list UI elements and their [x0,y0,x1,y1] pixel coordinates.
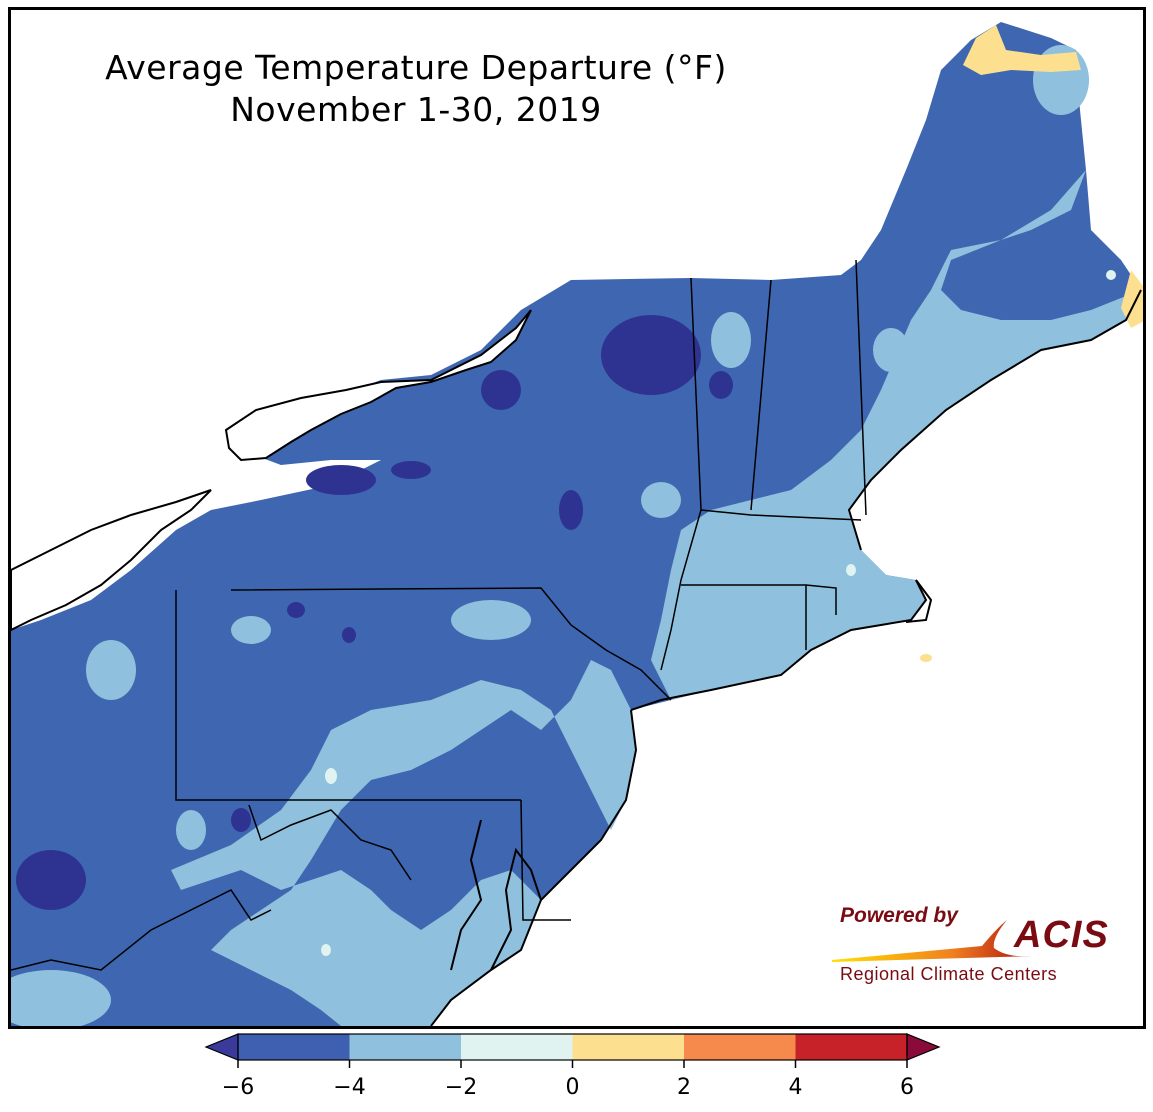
colorbar-tick-label: −4 [333,1075,365,1100]
colorbar-tick-label: 2 [677,1075,691,1100]
map-title: Average Temperature Departure (°F) [105,48,727,87]
logo-powered-by: Powered by [840,904,958,927]
colorbar-tick-label: −6 [222,1075,254,1100]
colorbar-bin [461,1034,573,1060]
above-zero-regions [920,25,1143,662]
colorbar-tick-label: −2 [445,1075,477,1100]
logo-acis: ACIS [1014,914,1109,956]
colorbar-over-arrow [906,1033,941,1061]
lake-ontario [224,309,532,462]
near-zero-spots [321,270,1116,956]
state-borders [11,259,867,971]
below-minus6-regions [16,315,733,910]
acis-logo: Powered by ACIS Regional Climate Centers [828,900,1118,995]
colorbar-ticks: −6 −4 −2 0 2 4 6 [222,1060,914,1100]
colorbar-tick-label: 0 [566,1075,580,1100]
colorbar-tick-label: 4 [789,1075,803,1100]
map-subtitle: November 1-30, 2019 [230,90,602,129]
coastline [430,289,1142,1026]
temperature-departure-map [11,22,1143,1026]
colorbar-bin [684,1034,796,1060]
colorbar-bin [238,1034,350,1060]
colorbar-under-arrow [204,1033,239,1061]
colorbar-bin [795,1034,908,1060]
colorbar-bins [238,1034,908,1060]
colorbar-legend: −6 −4 −2 0 2 4 6 [204,1033,941,1100]
colorbar-tick-label: 6 [900,1075,914,1100]
colorbar-bin [572,1034,685,1060]
colorbar-bin [349,1034,462,1060]
lake-erie [11,489,212,632]
logo-subtitle: Regional Climate Centers [840,964,1058,984]
map-frame: Average Temperature Departure (°F) Novem… [8,7,1146,1029]
acis-swoosh-icon [832,920,1032,962]
